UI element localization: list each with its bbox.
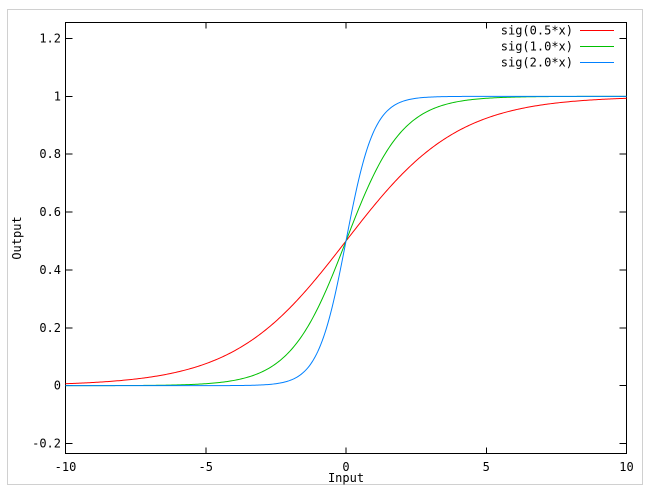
y-tick-label: 0 [54,379,61,393]
legend-entry-label: sig(2.0*x) [501,56,573,70]
y-axis-label: Output [10,216,24,259]
plot-border [65,22,627,454]
curve-sig(2.0*x) [65,95,627,387]
x-axis-label: Input [328,471,364,485]
x-tick-label: -5 [199,460,213,474]
x-tick-label: -10 [55,460,77,474]
y-tick-label: 0.4 [39,263,61,277]
x-tick-label: 5 [483,460,490,474]
y-tick-label: 1.2 [39,32,61,46]
y-tick-label: -0.2 [32,437,61,451]
y-tick-label: 0.2 [39,321,61,335]
y-tick-label: 0.6 [39,205,61,219]
y-tick-label: 1 [54,89,61,103]
x-tick-label: 0 [342,460,349,474]
legend-entry-label: sig(0.5*x) [501,24,573,38]
y-tick-label: 0.8 [39,147,61,161]
legend-entry-label: sig(1.0*x) [501,40,573,54]
x-tick-label: 10 [619,460,633,474]
plot-frame-border [7,9,643,485]
